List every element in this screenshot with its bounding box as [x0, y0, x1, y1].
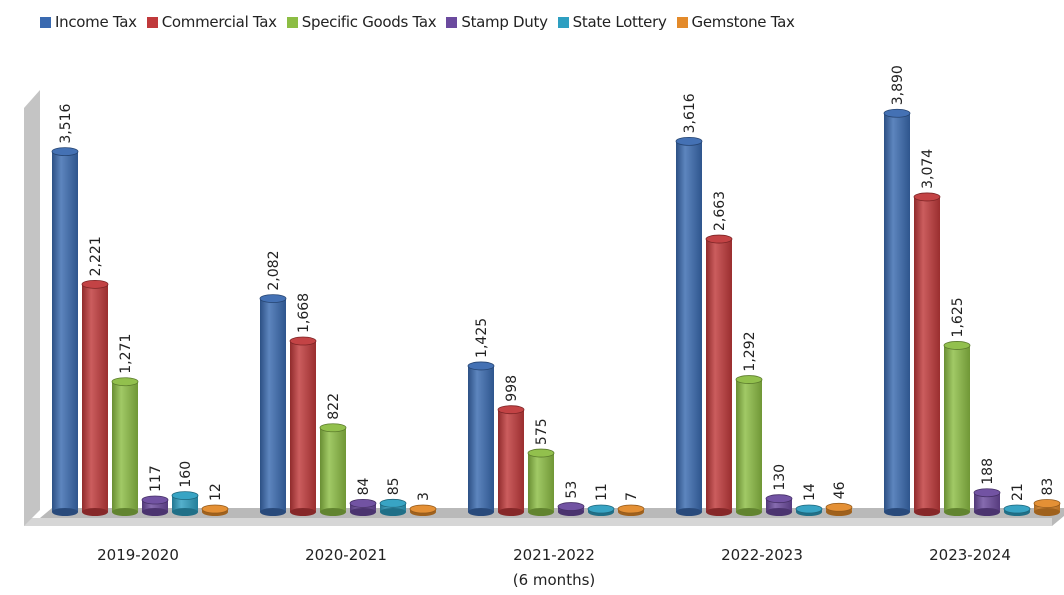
data-label: 14: [802, 483, 818, 501]
data-label: 822: [326, 393, 342, 420]
legend-item-gemstone-tax: Gemstone Tax: [676, 13, 795, 31]
legend-label: Income Tax: [55, 13, 137, 31]
data-label: 83: [1040, 478, 1056, 496]
bar-2021-2022-gemstone-tax: [617, 504, 645, 516]
data-label: 7: [624, 492, 640, 501]
x-tick-label: 2023-2024: [929, 546, 1011, 564]
data-label: 11: [594, 483, 610, 501]
legend-item-specific-goods-tax: Specific Goods Tax: [286, 13, 437, 31]
legend-swatch: [40, 16, 51, 28]
data-label: 1,271: [118, 334, 134, 374]
bar-2019-2020-stamp-duty: [141, 495, 169, 516]
data-label: 3,516: [58, 103, 74, 143]
bar-2021-2022-specific-goods-tax: [527, 448, 555, 516]
bar-2020-2021-stamp-duty: [349, 498, 377, 516]
x-axis-ticks: 2019-2020 2020-2021 2021-2022 (6 months) 202…: [97, 546, 1011, 589]
bar-2021-2022-stamp-duty: [557, 502, 585, 516]
bar-2020-2021-commercial-tax: [289, 336, 317, 516]
legend-item-state-lottery: State Lottery: [557, 13, 667, 31]
legend-swatch: [286, 16, 298, 28]
bar-2023-2024-gemstone-tax: [1033, 499, 1061, 516]
bar-2020-2021-state-lottery: [379, 498, 407, 516]
side-wall: [24, 90, 40, 526]
legend-label: Gemstone Tax: [691, 13, 795, 31]
data-label: 1,425: [474, 318, 490, 358]
legend-label: Specific Goods Tax: [301, 13, 437, 31]
data-label: 998: [504, 375, 520, 402]
data-label: 46: [832, 481, 848, 499]
bar-2019-2020-gemstone-tax: [201, 504, 229, 516]
data-label: 21: [1010, 483, 1026, 501]
data-label: 2,663: [712, 191, 728, 231]
x-tick-label: 2022-2023: [721, 546, 803, 564]
bar-2022-2023-stamp-duty: [765, 494, 793, 516]
bar-2023-2024-income-tax: [883, 108, 911, 516]
data-label: 2,082: [266, 251, 282, 291]
bar-2019-2020-specific-goods-tax: [111, 377, 139, 516]
x-tick-label: 2021-2022: [513, 546, 595, 564]
data-label: 1,625: [950, 297, 966, 337]
data-label: 84: [356, 477, 372, 495]
bar-group: [51, 108, 1061, 516]
legend-swatch: [446, 16, 458, 28]
data-label: 3: [416, 492, 432, 501]
data-label: 53: [564, 481, 580, 499]
legend-item-commercial-tax: Commercial Tax: [146, 13, 277, 31]
bar-2022-2023-gemstone-tax: [825, 502, 853, 516]
bar-2019-2020-commercial-tax: [81, 279, 109, 516]
data-label: 3,890: [890, 65, 906, 105]
legend-swatch: [146, 16, 158, 28]
bar-2020-2021-income-tax: [259, 294, 287, 516]
bar-2019-2020-income-tax: [51, 147, 79, 516]
bar-2023-2024-stamp-duty: [973, 488, 1001, 516]
data-label: 12: [208, 483, 224, 501]
bar-2020-2021-gemstone-tax: [409, 504, 437, 516]
data-label: 85: [386, 477, 402, 495]
legend-item-income-tax: Income Tax: [40, 13, 137, 31]
bar-2022-2023-state-lottery: [795, 504, 823, 516]
data-label: 3,616: [682, 93, 698, 133]
legend-label: Stamp Duty: [461, 13, 548, 31]
data-label: 1,668: [296, 293, 312, 333]
bar-2021-2022-state-lottery: [587, 504, 615, 516]
bar-2020-2021-specific-goods-tax: [319, 423, 347, 516]
data-label: 3,074: [920, 149, 936, 189]
data-label: 575: [534, 418, 550, 445]
data-label: 130: [772, 464, 788, 491]
x-tick-label: 2020-2021: [305, 546, 387, 564]
data-label: 2,221: [88, 236, 104, 276]
x-tick-sublabel: (6 months): [513, 571, 596, 589]
bar-2021-2022-commercial-tax: [497, 405, 525, 516]
bar-2023-2024-state-lottery: [1003, 504, 1031, 516]
data-label: 1,292: [742, 331, 758, 371]
chart-legend: Income Tax Commercial Tax Specific Goods T…: [40, 8, 805, 36]
legend-label: State Lottery: [572, 13, 667, 31]
bar-2023-2024-specific-goods-tax: [943, 341, 971, 516]
bar-2022-2023-income-tax: [675, 136, 703, 516]
bar-2021-2022-income-tax: [467, 361, 495, 516]
data-label: 160: [178, 461, 194, 488]
legend-swatch: [676, 16, 688, 28]
bar-2022-2023-commercial-tax: [705, 234, 733, 516]
legend-label: Commercial Tax: [161, 13, 277, 31]
legend-item-stamp-duty: Stamp Duty: [446, 13, 548, 31]
bar-2023-2024-commercial-tax: [913, 192, 941, 516]
x-tick-label: 2019-2020: [97, 546, 179, 564]
bar-2022-2023-specific-goods-tax: [735, 375, 763, 516]
bar-2019-2020-state-lottery: [171, 491, 199, 516]
data-label: 117: [148, 465, 164, 492]
floor-edge: [24, 518, 1052, 526]
legend-swatch: [557, 16, 569, 28]
data-label: 188: [980, 458, 996, 485]
